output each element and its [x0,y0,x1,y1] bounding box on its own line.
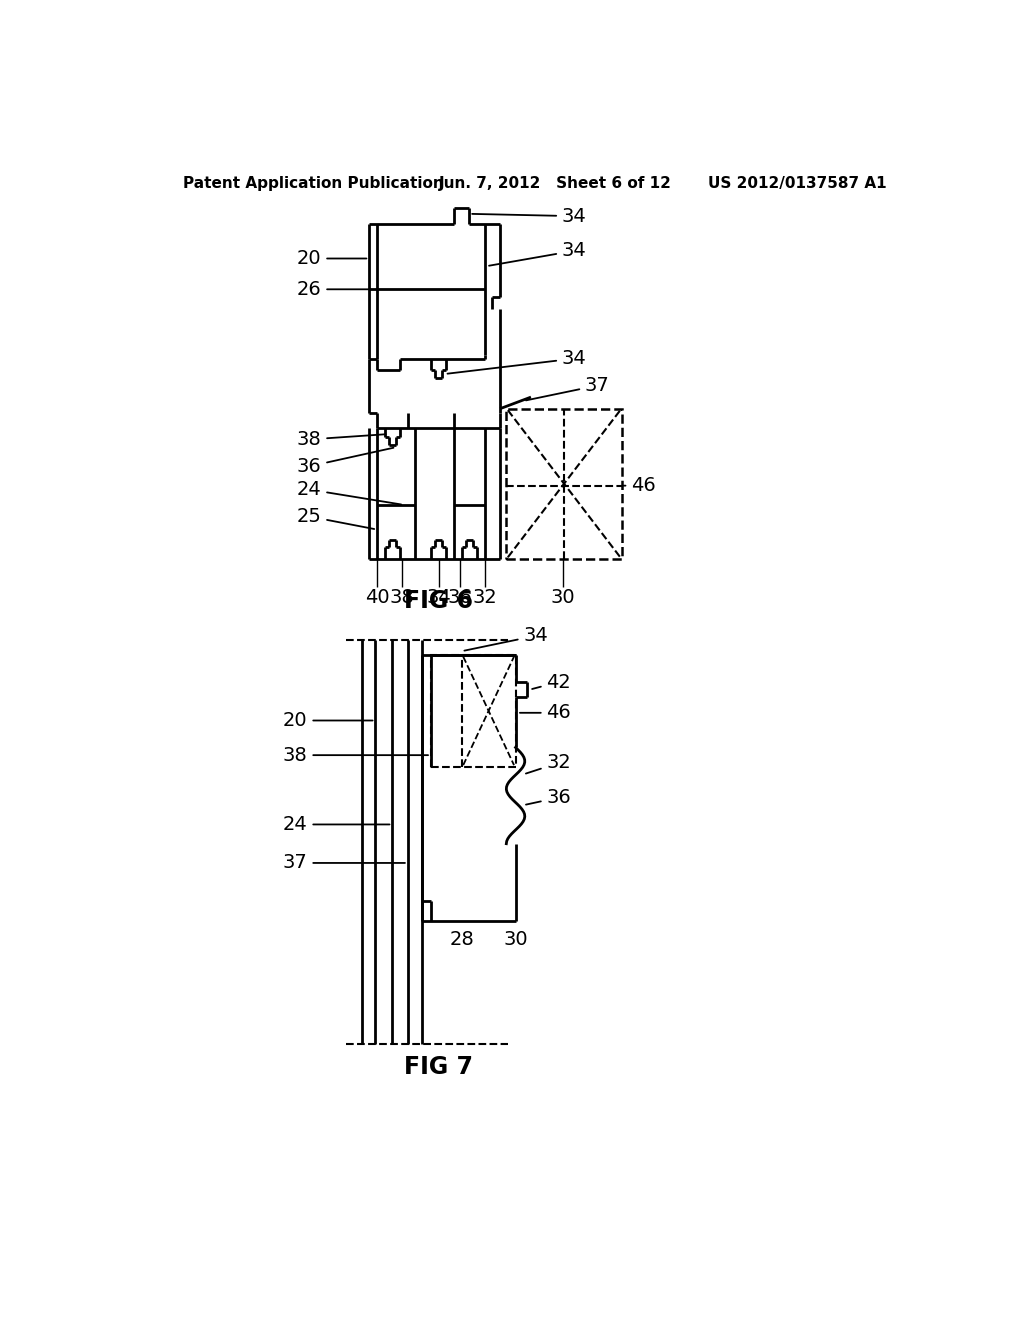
Text: 38: 38 [389,589,414,607]
Text: 24: 24 [283,814,389,834]
Text: 37: 37 [283,854,404,873]
Text: 25: 25 [297,507,374,529]
Text: 20: 20 [297,249,367,268]
Text: 34: 34 [464,626,548,651]
Text: 46: 46 [520,704,571,722]
Text: 36: 36 [526,788,571,807]
Text: 38: 38 [283,746,428,764]
Text: 26: 26 [297,280,371,298]
Text: Patent Application Publication: Patent Application Publication [183,176,443,190]
Bar [506,409,622,558]
Text: 20: 20 [283,711,373,730]
Text: 32: 32 [472,589,497,607]
Text: 38: 38 [297,430,386,449]
Bar [431,655,515,767]
Text: FIG 7: FIG 7 [404,1055,473,1078]
Text: 36: 36 [297,447,393,477]
Text: FIG 6: FIG 6 [404,589,473,614]
Text: 28: 28 [450,929,474,949]
Text: Jun. 7, 2012   Sheet 6 of 12: Jun. 7, 2012 Sheet 6 of 12 [438,176,672,190]
Text: 32: 32 [526,754,571,774]
Text: 36: 36 [447,589,472,607]
Text: 46: 46 [624,477,655,495]
Text: 37: 37 [526,376,609,400]
Text: 34: 34 [472,207,587,226]
Text: 34: 34 [447,348,587,374]
Text: US 2012/0137587 A1: US 2012/0137587 A1 [708,176,887,190]
Text: 42: 42 [532,672,571,692]
Text: 40: 40 [365,589,389,607]
Text: 24: 24 [297,480,401,504]
Text: 30: 30 [503,929,528,949]
Text: 34: 34 [426,589,451,607]
Text: 34: 34 [489,242,587,265]
Text: 30: 30 [551,589,575,607]
